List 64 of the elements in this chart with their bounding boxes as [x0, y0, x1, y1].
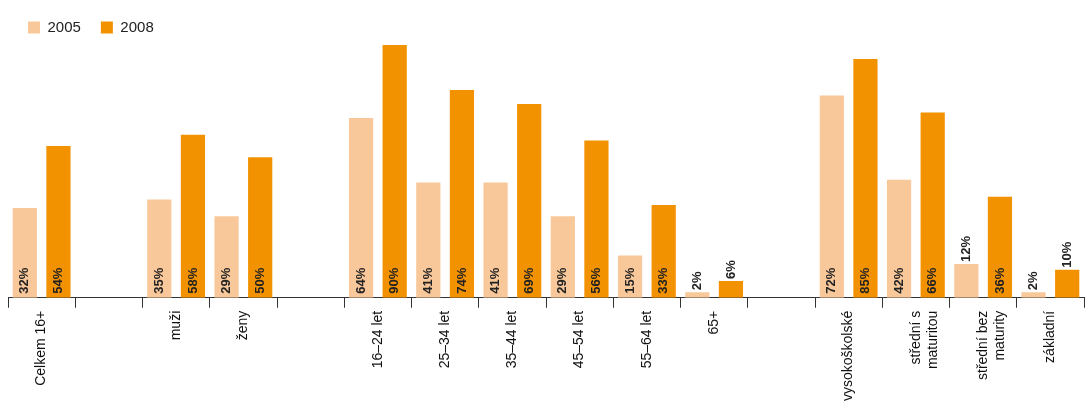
data-label: 35%: [150, 267, 166, 294]
bar: [819, 95, 844, 298]
data-label: 29%: [218, 267, 234, 294]
bar: [416, 182, 441, 298]
data-label: 15%: [621, 267, 637, 294]
bar: [550, 216, 575, 298]
legend-label: 2008: [120, 17, 154, 35]
bar: [853, 59, 878, 298]
x-tick-label: základní: [1041, 310, 1058, 363]
bar: [517, 103, 542, 298]
data-label: 36%: [991, 267, 1007, 294]
data-label: 66%: [924, 267, 940, 294]
x-tick-label: 35–44 let: [503, 310, 520, 369]
x-tick-label: 65+: [704, 310, 721, 335]
data-label: 41%: [487, 267, 503, 294]
data-label: 33%: [655, 267, 671, 294]
bar: [180, 134, 206, 298]
data-label: 2%: [1025, 270, 1041, 291]
bar: [449, 89, 475, 298]
data-label: 10%: [1058, 241, 1074, 268]
x-tick-label: 16–24 let: [368, 310, 385, 369]
bar: [584, 140, 609, 298]
bar: [1021, 292, 1046, 298]
x-tick-label: muži: [166, 310, 183, 341]
x-tick-label: 45–54 let: [570, 310, 587, 369]
x-tick-label: střední s maturitou: [906, 310, 940, 370]
bar: [214, 216, 239, 298]
data-label: 32%: [16, 267, 32, 294]
x-tick-label: vysokoškolské: [839, 310, 856, 402]
data-label: 6%: [722, 259, 738, 279]
bar: [382, 45, 407, 298]
bar: [248, 157, 273, 298]
data-label: 12%: [957, 235, 973, 263]
bar: [12, 207, 37, 298]
bar: [954, 264, 979, 298]
bar: [651, 205, 676, 298]
data-label: 50%: [251, 267, 267, 294]
data-label: 64%: [352, 267, 368, 294]
x-tick-label: 25–34 let: [435, 310, 452, 369]
bar: [718, 280, 744, 298]
data-label: 90%: [386, 267, 402, 294]
data-label: 42%: [890, 267, 906, 294]
bar: [348, 118, 374, 298]
bar: [147, 199, 172, 298]
bar: [920, 112, 945, 298]
x-tick-label: Celkem 16+: [32, 310, 49, 386]
data-label: 69%: [520, 267, 536, 294]
bar: [46, 146, 71, 298]
data-label: 2%: [688, 270, 704, 291]
bar: [1055, 269, 1080, 298]
data-label: 29%: [554, 267, 570, 294]
bar: [483, 182, 508, 298]
bar: [886, 179, 912, 298]
data-label: 72%: [823, 267, 839, 294]
data-label: 58%: [184, 267, 200, 294]
data-label: 54%: [50, 267, 66, 294]
legend-label: 2005: [47, 17, 81, 35]
x-tick-label: ženy: [234, 310, 251, 341]
data-label: 74%: [453, 267, 469, 294]
bar: [987, 196, 1013, 298]
x-tick-label: 55–64 let: [637, 310, 654, 369]
data-label: 56%: [588, 267, 604, 294]
data-label: 41%: [419, 267, 435, 294]
data-label: 85%: [857, 267, 873, 294]
